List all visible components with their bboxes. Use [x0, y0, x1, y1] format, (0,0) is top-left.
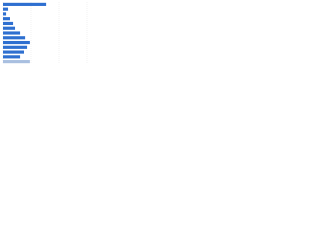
- bar: [3, 7, 9, 11]
- bar: [3, 2, 47, 6]
- bar: [3, 21, 14, 26]
- bar: [3, 55, 21, 59]
- bar: [3, 40, 30, 45]
- bar: [3, 26, 16, 30]
- bar: [3, 17, 10, 21]
- bar: [3, 45, 28, 49]
- bar: [3, 60, 30, 64]
- bar: [3, 12, 7, 16]
- bar: [3, 50, 24, 54]
- page: {"chart_data": {"type": "bar", "orientat…: [0, 0, 100, 71]
- chart: [2, 2, 88, 64]
- bar: [3, 36, 26, 40]
- bar: [3, 31, 21, 35]
